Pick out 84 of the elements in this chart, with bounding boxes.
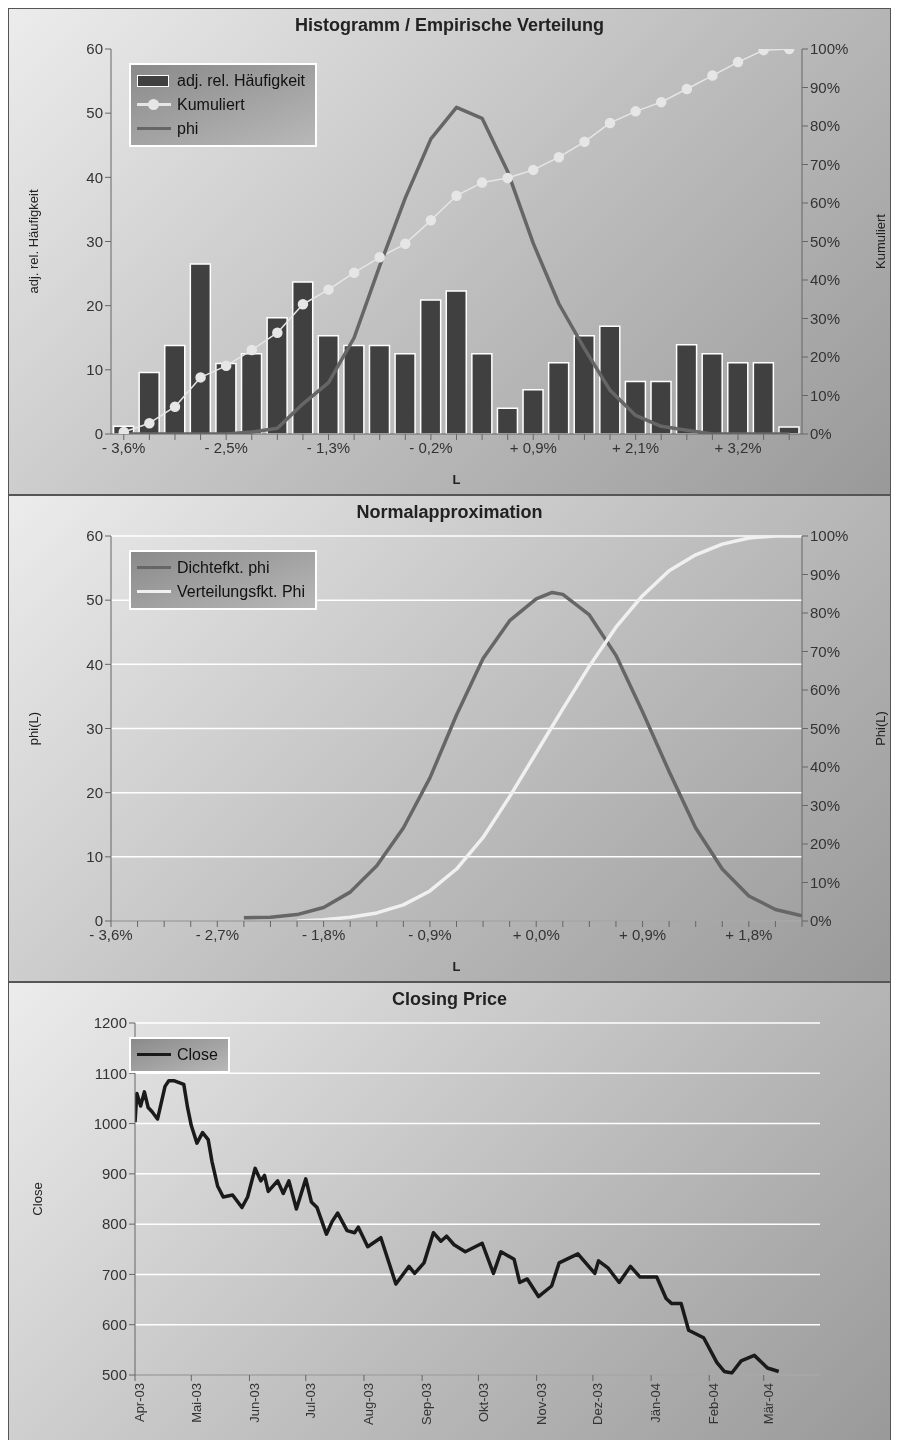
legend-label: Dichtefkt. phi: [177, 558, 270, 578]
x-tick-label: - 2,7%: [195, 925, 239, 943]
x-axis-title: L: [452, 959, 461, 974]
y2-tick-label: 10%: [810, 873, 841, 891]
y-tick-label: 20: [86, 296, 103, 314]
legend-label: Kumuliert: [177, 95, 245, 115]
legend-label: Verteilungsfkt. Phi: [177, 582, 306, 602]
x-axis-title: L: [452, 472, 461, 487]
y-axis-title: adj. rel. Häufigkeit: [25, 189, 41, 294]
y2-tick-label: 40%: [810, 758, 841, 776]
y-tick-label: 700: [101, 1265, 127, 1283]
y2-tick-label: 100%: [810, 40, 849, 58]
y2-tick-label: 20%: [810, 348, 841, 366]
y2-tick-label: 30%: [810, 796, 841, 814]
y-tick-label: 20: [86, 783, 103, 801]
y2-tick-label: 50%: [810, 719, 841, 737]
x-tick-label: - 1,3%: [306, 438, 351, 456]
y2-tick-label: 90%: [810, 565, 841, 583]
x-tick-label: Jun-03: [246, 1383, 262, 1423]
y-tick-label: 1100: [94, 1064, 127, 1082]
y-axis-title: phi(L): [25, 711, 41, 746]
x-tick-label: - 2,5%: [204, 438, 248, 456]
y2-tick-label: 0%: [810, 425, 832, 443]
x-tick-label: Mai-03: [188, 1383, 204, 1423]
y2-tick-label: 70%: [810, 155, 841, 173]
y2-tick-label: 40%: [810, 271, 841, 289]
x-tick-label: - 0,2%: [409, 438, 453, 456]
y-tick-label: 500: [101, 1366, 127, 1384]
y2-tick-label: 60%: [810, 681, 841, 699]
chart-title: Histogramm / Empirische Verteilung: [293, 14, 606, 37]
x-tick-label: + 0,9%: [618, 925, 667, 943]
y-tick-label: 30: [86, 719, 103, 737]
y-tick-label: 50: [86, 104, 103, 122]
x-tick-label: + 3,2%: [714, 438, 762, 456]
y2-tick-label: 80%: [810, 117, 841, 135]
y-tick-label: 0: [94, 425, 103, 443]
x-tick-label: - 1,8%: [301, 925, 346, 943]
x-tick-label: Jän-04: [648, 1383, 664, 1423]
y-tick-label: 10: [86, 361, 103, 379]
x-tick-label: Sep-03: [419, 1383, 435, 1425]
x-tick-label: - 3,6%: [102, 438, 146, 456]
legend-label: Close: [177, 1045, 218, 1065]
y-tick-label: 60: [86, 40, 103, 58]
chart-title: Closing Price: [391, 988, 508, 1011]
y-tick-label: 30: [86, 232, 103, 250]
y2-tick-label: 90%: [810, 78, 841, 96]
y2-tick-label: 30%: [810, 309, 841, 327]
x-tick-label: + 0,0%: [512, 925, 560, 943]
x-tick-label: Mär-04: [760, 1383, 776, 1425]
y-tick-label: 800: [101, 1215, 127, 1233]
y2-axis-title: Kumuliert: [872, 213, 888, 269]
y2-tick-label: 10%: [810, 386, 841, 404]
y-tick-label: 50: [86, 591, 103, 609]
y2-axis-title: Phi(L): [872, 711, 888, 746]
y2-tick-label: 100%: [810, 527, 849, 545]
x-tick-label: + 2,1%: [612, 438, 660, 456]
y2-tick-label: 80%: [810, 604, 841, 622]
y-tick-label: 1000: [93, 1114, 127, 1132]
y2-tick-label: 20%: [810, 835, 841, 853]
y-tick-label: 1200: [93, 1014, 127, 1032]
x-tick-label: Aug-03: [361, 1383, 377, 1425]
x-tick-label: Apr-03: [132, 1383, 148, 1423]
x-tick-label: Jul-03: [303, 1383, 319, 1419]
chart-title: Normalapproximation: [355, 501, 544, 524]
y2-tick-label: 0%: [810, 912, 832, 930]
x-tick-label: + 0,9%: [509, 438, 557, 456]
y2-tick-label: 50%: [810, 232, 841, 250]
y2-tick-label: 60%: [810, 194, 841, 212]
x-tick-label: Dez-03: [590, 1383, 606, 1425]
legend-label: phi: [177, 119, 199, 139]
x-tick-label: Nov-03: [533, 1383, 549, 1425]
x-tick-label: + 1,8%: [725, 925, 773, 943]
y-tick-label: 900: [101, 1165, 127, 1183]
y-axis-title: Close: [29, 1182, 45, 1216]
x-tick-label: Feb-04: [706, 1383, 722, 1425]
y-tick-label: 60: [86, 527, 103, 545]
y-tick-label: 40: [86, 655, 103, 673]
x-tick-label: Okt-03: [475, 1383, 491, 1423]
x-tick-label: - 0,9%: [408, 925, 452, 943]
y-tick-label: 40: [86, 168, 103, 186]
y-tick-label: 10: [86, 848, 103, 866]
y2-tick-label: 70%: [810, 642, 841, 660]
legend-label: adj. rel. Häufigkeit: [177, 71, 306, 91]
y-tick-label: 600: [101, 1316, 127, 1334]
